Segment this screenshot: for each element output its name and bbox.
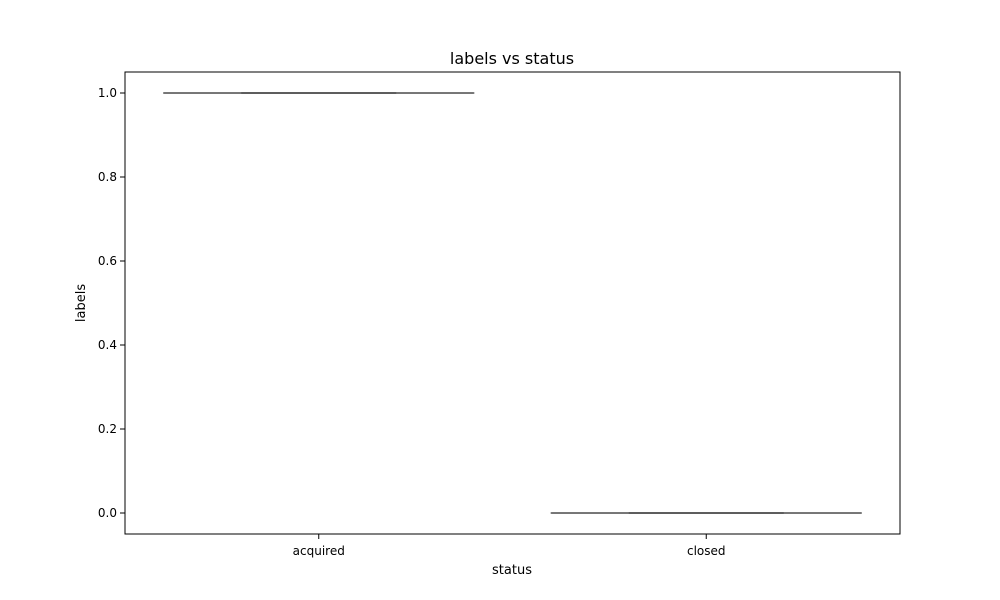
chart-title: labels vs status [450, 49, 574, 68]
y-tick-label: 1.0 [98, 86, 117, 100]
y-tick-label: 0.4 [98, 338, 117, 352]
x-tick-label: closed [687, 544, 726, 558]
y-tick-label: 0.2 [98, 422, 117, 436]
plot-area [124, 71, 901, 535]
x-tick-label: acquired [293, 544, 345, 558]
y-axis-label: labels [74, 284, 89, 322]
box-plots [163, 92, 862, 514]
y-tick-label: 0.6 [98, 254, 117, 268]
y-tick-label: 0.0 [98, 506, 117, 520]
y-ticks: 0.0 0.2 0.4 0.6 0.8 1.0 [98, 86, 125, 520]
x-ticks: acquired closed [293, 534, 726, 558]
x-axis-label: status [492, 563, 532, 578]
y-tick-label: 0.8 [98, 170, 117, 184]
